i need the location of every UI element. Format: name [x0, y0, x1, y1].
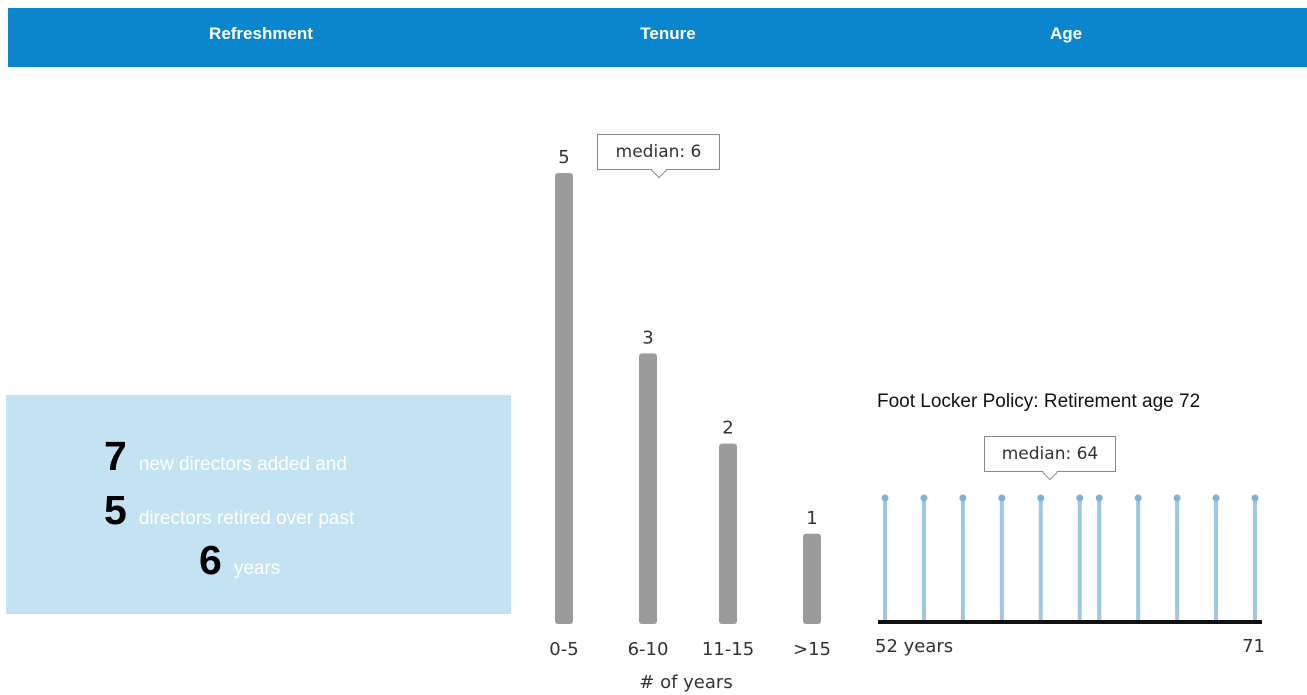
- refreshment-panel: [6, 395, 511, 614]
- stat-text: new directors added and: [138, 454, 347, 475]
- age-median-callout: median: 64: [984, 436, 1116, 472]
- tenure-bar-value: 3: [642, 327, 653, 348]
- header-tenure: Tenure: [640, 24, 696, 43]
- age-dot: [1173, 494, 1181, 502]
- age-dot: [959, 494, 967, 502]
- age-dot: [881, 494, 889, 502]
- age-dot: [1134, 494, 1142, 502]
- age-x-end-label: 71: [1242, 636, 1265, 657]
- tenure-bar: [719, 443, 737, 624]
- age-dot: [1095, 494, 1103, 502]
- stat-text: directors retired over past: [138, 508, 355, 529]
- tenure-x-tick: 0-5: [549, 639, 578, 660]
- stat-text: years: [233, 558, 281, 579]
- tenure-bar: [803, 533, 821, 624]
- tenure-x-axis-label: # of years: [639, 672, 732, 693]
- header-refreshment: Refreshment: [209, 24, 313, 43]
- tenure-bar: [555, 173, 573, 624]
- tenure-x-tick: >15: [793, 639, 831, 660]
- tenure-bar: [639, 353, 657, 624]
- tenure-bar-value: 2: [722, 418, 733, 439]
- age-dot: [1076, 494, 1084, 502]
- age-dot: [1251, 494, 1259, 502]
- age-dot: [1212, 494, 1220, 502]
- tenure-x-tick: 6-10: [628, 639, 669, 660]
- stat-new-directors: 7 new directors added and: [104, 433, 347, 480]
- stat-years: 6 years: [199, 537, 280, 584]
- stat-number: 7: [104, 433, 127, 479]
- stat-number: 6: [199, 537, 222, 583]
- stat-number: 5: [104, 487, 127, 533]
- stat-retired-directors: 5 directors retired over past: [104, 487, 354, 534]
- tenure-bar-value: 5: [558, 147, 569, 168]
- retirement-policy-text: Foot Locker Policy: Retirement age 72: [877, 391, 1201, 412]
- age-dot: [998, 494, 1006, 502]
- header-bar: [8, 8, 1307, 67]
- tenure-median-callout: median: 6: [597, 134, 720, 170]
- age-x-start-label: 52 years: [875, 636, 953, 657]
- age-dot: [920, 494, 928, 502]
- tenure-bar-value: 1: [806, 508, 817, 529]
- header-age: Age: [1049, 24, 1083, 43]
- age-dot: [1037, 494, 1045, 502]
- tenure-x-tick: 11-15: [702, 639, 754, 660]
